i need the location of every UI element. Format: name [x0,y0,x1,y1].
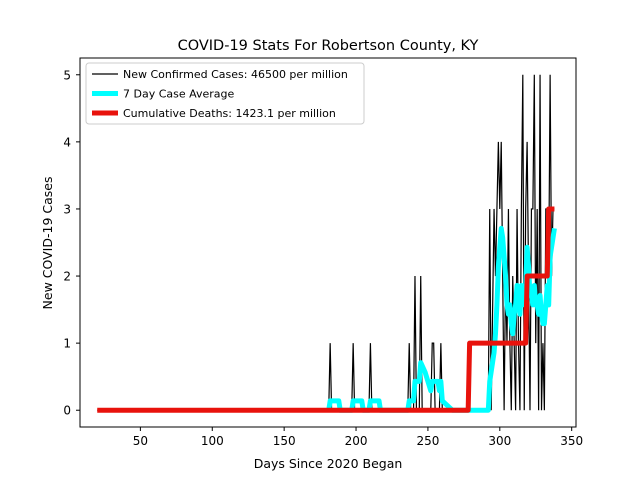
legend: New Confirmed Cases: 46500 per million 7 … [85,62,365,125]
legend-box [85,62,365,125]
x-tick-label: 250 [416,434,439,448]
legend-label: New Confirmed Cases: 46500 per million [123,68,348,81]
plot-area: 50 100 150 200 250 300 350 0 1 2 3 4 5 [63,57,583,448]
legend-label: Cumulative Deaths: 1423.1 per million [123,107,336,120]
y-tick-label: 2 [63,270,71,284]
x-tick-label: 150 [273,434,296,448]
x-axis-label: Days Since 2020 Began [254,456,403,471]
axes-frame [79,57,577,428]
x-tick-label: 350 [560,434,583,448]
legend-label: 7 Day Case Average [123,88,235,101]
x-tick-label: 50 [133,434,148,448]
y-tick-label: 4 [63,135,71,149]
y-tick-label: 1 [63,337,71,351]
series-line-3 [97,206,555,413]
x-tick-label: 100 [201,434,224,448]
y-axis-label: New COVID-19 Cases [40,177,55,310]
x-tick-label: 200 [345,434,368,448]
y-tick-label: 3 [63,202,71,216]
series-line-1 [97,74,555,411]
y-tick-label: 5 [63,68,71,82]
chart-title: COVID-19 Stats For Robertson County, KY [178,38,479,54]
x-tick-label: 300 [488,434,511,448]
y-tick-label: 0 [63,404,71,418]
